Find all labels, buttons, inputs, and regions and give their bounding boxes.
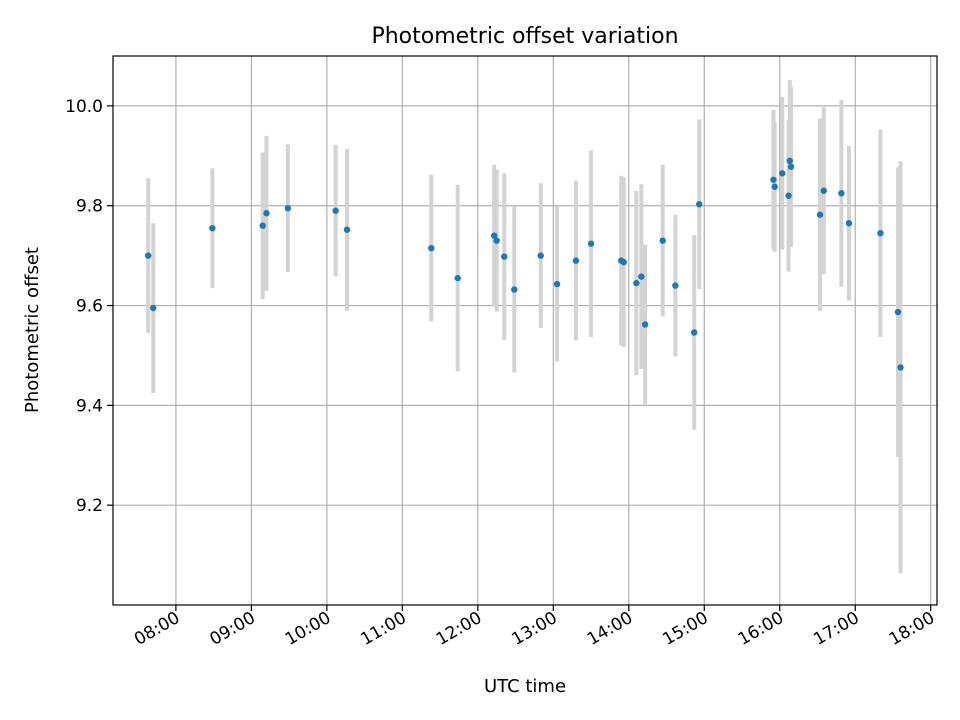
data-point	[259, 222, 266, 229]
data-point	[894, 308, 902, 316]
x-tick-label: 10:00	[282, 608, 334, 650]
data-point	[691, 329, 698, 336]
data-point	[263, 210, 270, 217]
data-point	[620, 258, 627, 266]
data-point	[145, 252, 152, 259]
data-point	[838, 190, 845, 197]
x-axis-ticks: 08:00 09:00 10:00 11:00 12:00 13:00 14:00 15:00…	[131, 605, 938, 650]
data-point	[641, 321, 649, 328]
data-point	[779, 170, 786, 177]
plot-frame	[112, 55, 938, 606]
y-tick-label: 9.8	[76, 197, 103, 217]
data-point	[209, 224, 216, 232]
y-tick-label: 9.2	[76, 496, 103, 516]
data-point	[638, 273, 645, 280]
data-point	[696, 201, 703, 208]
x-axis-label: UTC time	[484, 676, 566, 697]
plot-area	[113, 56, 937, 605]
x-tick-label: 18:00	[886, 608, 938, 650]
data-point	[501, 253, 508, 260]
data-point	[490, 232, 498, 239]
y-tick-label: 9.6	[76, 297, 103, 317]
data-point	[845, 219, 853, 227]
grid	[113, 56, 937, 605]
data-point	[659, 237, 666, 244]
data-point	[332, 207, 339, 214]
y-axis-ticks: 9.2 9.4 9.6 9.8 10.0	[65, 97, 113, 516]
y-tick-label: 9.4	[76, 396, 103, 416]
chart-title: Photometric offset variation	[371, 24, 678, 49]
data-point	[785, 192, 792, 199]
y-tick-label: 10.0	[65, 97, 103, 117]
data-point	[150, 304, 157, 312]
data-point	[587, 240, 595, 247]
data-points	[145, 157, 904, 371]
x-tick-label: 17:00	[810, 608, 862, 650]
x-tick-label: 11:00	[357, 608, 409, 650]
x-tick-label: 14:00	[584, 608, 636, 650]
data-point	[537, 252, 544, 259]
data-point	[284, 205, 292, 212]
data-point	[572, 257, 580, 264]
data-point	[877, 229, 884, 237]
data-point	[633, 279, 640, 287]
data-point	[493, 237, 500, 244]
x-tick-label: 16:00	[735, 608, 787, 650]
data-point	[428, 244, 435, 252]
data-point	[897, 364, 904, 371]
x-tick-label: 13:00	[508, 608, 560, 650]
y-axis-label: Photometric offset	[22, 247, 43, 413]
data-point	[820, 187, 827, 194]
data-point	[553, 280, 561, 288]
data-point	[343, 226, 351, 233]
data-point	[787, 163, 795, 170]
data-point	[672, 282, 679, 289]
data-point	[771, 183, 778, 190]
data-point	[786, 157, 794, 165]
data-point	[454, 274, 461, 282]
x-tick-label: 12:00	[433, 608, 485, 650]
x-tick-label: 08:00	[131, 608, 183, 650]
x-tick-label: 09:00	[206, 608, 258, 650]
x-tick-label: 15:00	[659, 608, 711, 650]
data-point	[816, 211, 824, 218]
data-point	[511, 286, 518, 293]
data-point	[770, 176, 777, 183]
